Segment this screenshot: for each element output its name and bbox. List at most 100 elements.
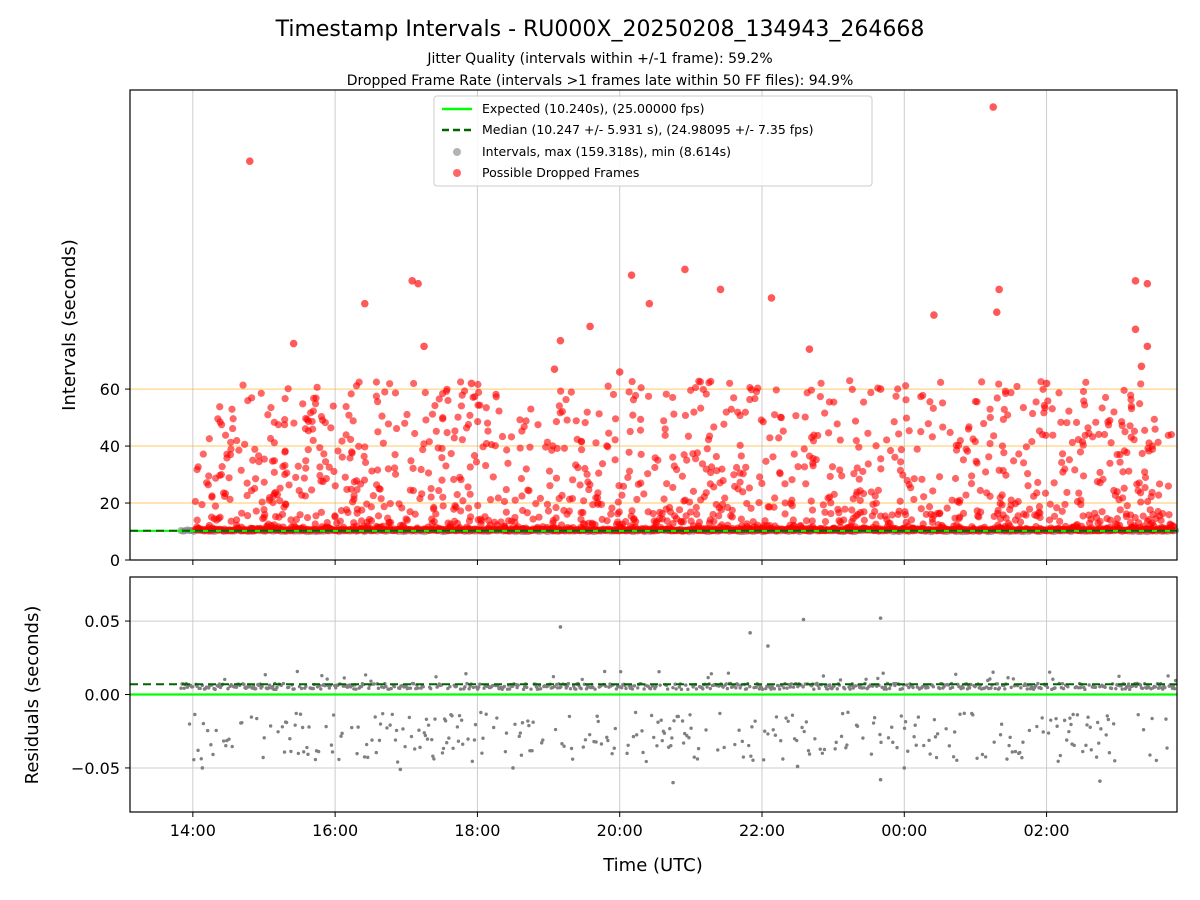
residual-point xyxy=(502,684,507,689)
dropped-frame-point xyxy=(629,411,637,419)
dropped-frame-point xyxy=(726,379,734,387)
residual-point xyxy=(262,736,266,740)
residual-point xyxy=(1065,738,1069,742)
residual-point xyxy=(855,724,860,728)
dropped-frame-point xyxy=(803,389,811,397)
residual-point xyxy=(424,717,429,721)
dropped-frame-point xyxy=(1082,378,1090,386)
dropped-frame-point xyxy=(267,521,275,530)
residual-point xyxy=(989,686,993,690)
residual-point xyxy=(465,681,469,686)
dropped-frame-point xyxy=(1118,421,1126,430)
residual-point xyxy=(958,712,962,716)
residual-point xyxy=(652,735,656,740)
residual-point xyxy=(249,715,254,719)
residual-point xyxy=(266,686,271,690)
residual-point xyxy=(602,669,607,674)
residual-point xyxy=(296,751,301,756)
dropped-frame-point xyxy=(342,402,350,411)
dropped-frame-point xyxy=(391,470,400,478)
residual-point xyxy=(672,719,676,723)
dropped-frame-point xyxy=(897,458,905,466)
residual-point xyxy=(804,720,809,724)
dropped-frame-point xyxy=(894,510,902,519)
dropped-frame-point xyxy=(707,463,716,471)
dropped-frame-point xyxy=(737,515,745,523)
residual-point xyxy=(443,719,448,723)
residual-point xyxy=(902,726,907,730)
residual-point xyxy=(305,745,309,750)
dropped-frame-point xyxy=(745,484,754,492)
residual-point xyxy=(316,749,321,754)
residual-point xyxy=(209,743,213,747)
dropped-frame-point xyxy=(746,383,754,392)
residual-point xyxy=(367,686,371,690)
dropped-frame-point xyxy=(663,480,671,488)
dropped-frame-point xyxy=(678,472,686,480)
dropped-frame-point xyxy=(563,416,571,424)
dropped-frame-point xyxy=(584,478,592,486)
dropped-frame-point xyxy=(316,444,324,452)
dropped-frame-point xyxy=(1149,510,1157,519)
dropped-frame-point xyxy=(717,506,725,514)
dropped-frame-point xyxy=(292,515,300,524)
residual-point xyxy=(467,687,471,691)
dropped-frame-point xyxy=(1130,522,1138,530)
residual-point xyxy=(773,733,778,737)
residual-point xyxy=(200,766,205,770)
residual-point xyxy=(838,678,843,682)
residual-point xyxy=(782,686,786,690)
residual-point xyxy=(1055,724,1059,728)
residual-point xyxy=(477,685,481,689)
dropped-frame-point xyxy=(1136,489,1145,497)
dropped-frame-point xyxy=(698,460,707,468)
dropped-frame-point xyxy=(693,510,701,518)
dropped-frame-point xyxy=(741,408,749,416)
y-tick-label: 20 xyxy=(100,494,120,513)
residual-point xyxy=(594,740,598,744)
dropped-frame-point xyxy=(472,458,481,466)
residual-point xyxy=(373,715,377,719)
dropped-frame-point xyxy=(492,390,500,398)
dropped-frame-point xyxy=(199,450,207,458)
dropped-frame-point xyxy=(665,503,674,512)
dropped-frame-point xyxy=(1075,489,1083,497)
dropped-frame-point xyxy=(1002,471,1010,479)
dropped-frame-point xyxy=(1113,521,1121,529)
dropped-frame-point xyxy=(1019,403,1027,412)
residual-point xyxy=(781,757,785,761)
dropped-frame-point xyxy=(373,481,381,489)
dropped-frame-point xyxy=(323,518,331,527)
dropped-frame-point xyxy=(758,479,766,488)
dropped-frame-point xyxy=(697,496,705,504)
dropped-frame-point xyxy=(1058,507,1066,515)
residual-point xyxy=(751,758,755,762)
residual-point xyxy=(928,752,932,756)
dropped-frame-point xyxy=(1095,430,1103,439)
residual-point xyxy=(1053,686,1057,690)
dropped-frame-point xyxy=(311,520,319,528)
residual-point xyxy=(642,687,646,691)
residual-point xyxy=(1120,687,1124,691)
residual-point xyxy=(1005,757,1009,761)
dropped-frame-point xyxy=(360,299,369,308)
dropped-frame-point xyxy=(640,490,648,498)
dropped-frame-point xyxy=(996,494,1004,502)
residual-point xyxy=(677,685,682,689)
dropped-frame-point xyxy=(1110,408,1118,416)
dropped-frame-point xyxy=(380,503,388,511)
residual-point xyxy=(1088,725,1092,729)
dropped-frame-point xyxy=(260,455,268,463)
residual-point xyxy=(605,735,609,740)
y-tick-label: 60 xyxy=(100,380,120,399)
residual-point xyxy=(1172,687,1177,691)
dropped-frame-point xyxy=(555,402,563,410)
dropped-frame-point xyxy=(1137,380,1145,388)
dropped-frame-point xyxy=(867,388,875,397)
residual-point xyxy=(466,737,470,741)
residual-point xyxy=(276,730,280,734)
residual-point xyxy=(562,744,566,748)
residual-point xyxy=(527,723,531,728)
dropped-frame-point xyxy=(361,458,370,467)
dropped-frame-point xyxy=(762,457,770,465)
